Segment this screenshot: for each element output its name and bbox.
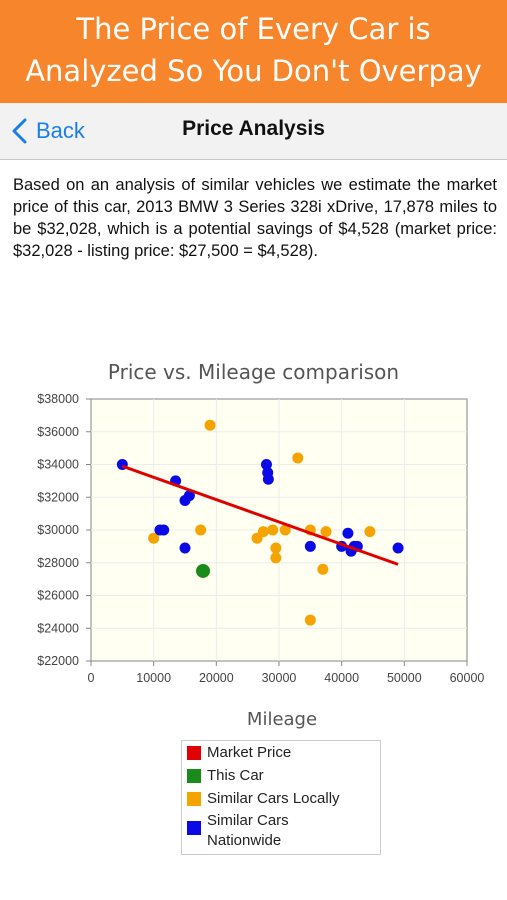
legend-swatch-market-price [187,746,201,760]
local-car-point [270,542,282,554]
banner-line-2: Analyzed So You Don't Overpay [25,54,482,88]
local-car-point [320,526,332,538]
local-car-point [317,563,329,575]
legend-item-similar-nationwide: Similar Cars Nationwide [187,811,317,851]
local-car-point [292,452,304,464]
local-car-point [270,552,282,564]
market-price-line [121,464,399,566]
nationwide-car-point [183,490,195,502]
legend-swatch-this-car [187,769,201,783]
legend-label: Similar Cars Locally [207,790,340,807]
legend-label: Similar Cars Nationwide [207,812,289,849]
x-tick-label: 0 [88,671,95,685]
legend-swatch-similar-nationwide [187,821,201,835]
nationwide-car-point [304,540,316,552]
x-tick-label: 30000 [262,671,297,685]
y-tick-label: $38000 [37,392,79,406]
nationwide-car-point [262,473,274,485]
chart-legend: Market Price This Car Similar Cars Local… [181,740,381,855]
legend-item-market-price: Market Price [187,743,357,763]
chevron-left-icon [12,118,27,144]
x-tick-label: 20000 [199,671,234,685]
x-tick-label: 50000 [387,671,422,685]
back-button[interactable]: Back [10,115,85,147]
y-tick-label: $24000 [37,621,79,635]
promo-banner: The Price of Every Car is Analyzed So Yo… [0,0,507,103]
x-axis-label: Mileage [247,709,317,730]
navigation-bar: Back Price Analysis [0,103,507,160]
nationwide-car-point [392,542,404,554]
local-car-point [364,526,376,538]
nationwide-car-point [260,459,272,470]
local-car-point [195,524,207,536]
local-car-point [148,532,160,544]
y-tick-label: $34000 [37,458,79,472]
chart-title: Price vs. Mileage comparison [107,360,400,384]
analysis-description: Based on an analysis of similar vehicles… [13,176,497,260]
nationwide-car-point [158,524,170,536]
price-mileage-chart: 0 10000 20000 30000 40000 50000 60000 $22000 $24… [37,392,485,730]
y-tick-label: $30000 [37,523,79,537]
banner-line-1: The Price of Every Car is [76,12,431,46]
local-car-point [267,524,279,536]
legend-swatch-similar-local [187,792,201,806]
y-tick-label: $28000 [37,556,79,570]
local-car-point [257,526,269,538]
y-tick-label: $22000 [37,654,79,668]
legend-label: This Car [207,767,264,784]
legend-label: Market Price [207,744,292,761]
this-car-point [196,563,211,578]
local-car-point [304,614,316,626]
back-label: Back [36,118,85,143]
legend-item-similar-local: Similar Cars Locally [187,789,357,809]
y-tick-label: $32000 [37,490,79,504]
y-tick-label: $26000 [37,589,79,603]
y-tick-label: $36000 [37,425,79,439]
x-tick-label: 40000 [324,671,359,685]
x-tick-label: 60000 [450,671,485,685]
legend-item-this-car: This Car [187,766,357,786]
local-car-point [279,524,291,536]
x-tick-label: 10000 [136,671,171,685]
local-car-point [204,419,216,431]
nationwide-car-point [179,542,191,554]
nationwide-car-point [342,527,354,539]
